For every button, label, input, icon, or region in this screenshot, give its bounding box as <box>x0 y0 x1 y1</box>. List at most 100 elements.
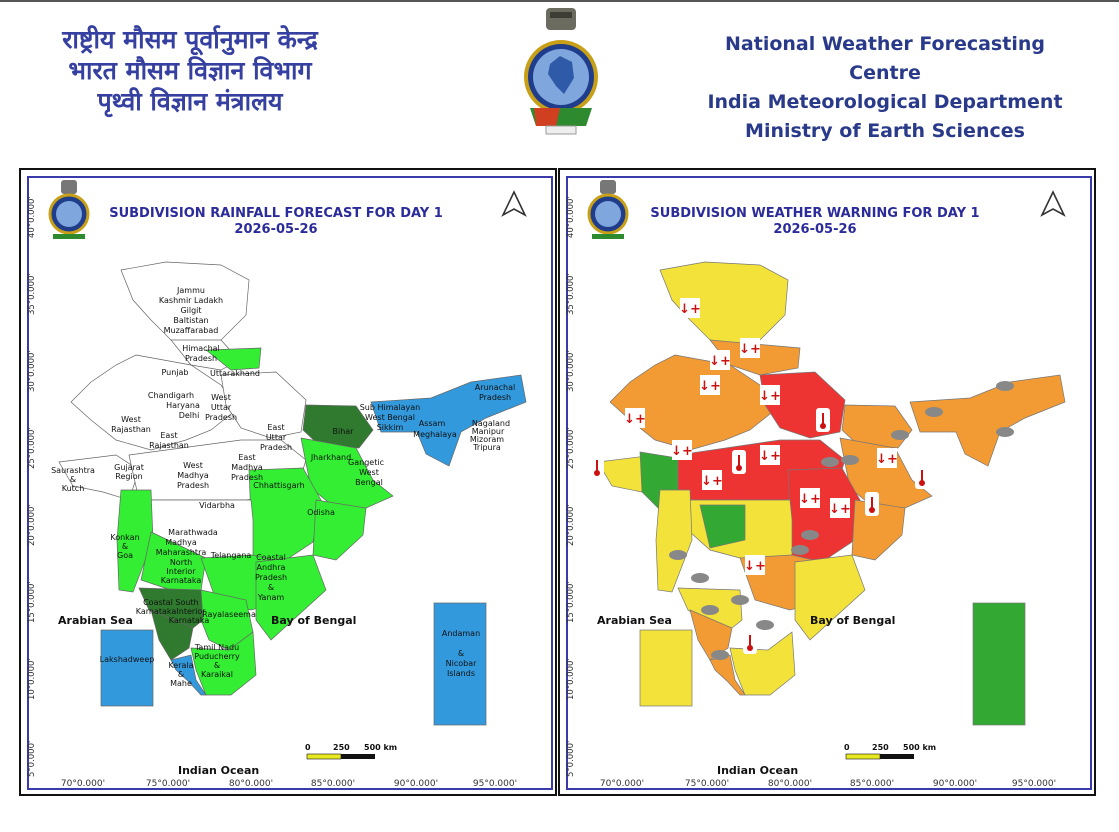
longitude-labels: 70°0.000' 75°0.000' 80°0.000' 85°0.000' … <box>600 779 1056 789</box>
region-label: Telangana <box>210 551 252 560</box>
hindi-line: पृथ्वी विज्ञान मंत्रालय <box>97 87 283 116</box>
region-label: East <box>267 423 284 432</box>
region-label: Madhya <box>231 463 263 472</box>
sea-label: Bay of Bengal <box>271 614 356 627</box>
region-label: Gujarat <box>114 463 144 472</box>
warning-map: SUBDIVISION WEATHER WARNING FOR DAY 1 20… <box>566 176 1092 790</box>
region-label: Uttar <box>211 403 232 412</box>
svg-text:↓+: ↓+ <box>876 452 898 467</box>
warn-region-andhra <box>794 554 866 641</box>
region-label: East <box>160 431 177 440</box>
svg-text:↓+: ↓+ <box>759 449 781 464</box>
region-label: Delhi <box>179 411 200 420</box>
lat-label: 25°0.000' <box>566 427 576 469</box>
scale-label: 0 <box>305 743 311 752</box>
lat-label: 20°0.000' <box>27 504 37 546</box>
region-label: Coastal <box>143 598 173 607</box>
warning-icons: ↓+ ↓+ ↓+ ↓+ ↓+ ↓+ ↓+ ↓+ <box>590 298 1014 660</box>
lon-label: 75°0.000' <box>146 779 190 789</box>
region-label: & <box>70 475 76 484</box>
region-uttarakhand <box>205 347 262 371</box>
region-label: Karnataka <box>136 607 177 616</box>
region-odisha <box>312 499 367 561</box>
longitude-labels: 70°0.000' 75°0.000' 80°0.000' 85°0.000' … <box>61 779 517 789</box>
region-label: Gangetic <box>348 458 384 467</box>
region-label: Kerala <box>168 661 193 670</box>
english-line: India Meteorological Department <box>707 91 1063 113</box>
top-border <box>0 0 1119 2</box>
region-label: & <box>214 661 220 670</box>
region-label: Uttar <box>266 433 287 442</box>
sea-label: Arabian Sea <box>58 614 133 627</box>
region-label: Bengal <box>355 478 383 487</box>
lon-label: 85°0.000' <box>311 779 355 789</box>
region-lakshadweep <box>100 629 154 707</box>
svg-text:↓+: ↓+ <box>744 559 766 574</box>
warn-region-lakshadweep <box>639 629 693 707</box>
hot-day-icon <box>816 408 830 432</box>
heatwave-icon: ↓+ <box>679 298 701 318</box>
emblem-icon <box>48 180 90 239</box>
hindi-line: भारत मौसम विज्ञान विभाग <box>68 56 312 85</box>
sea-label: Indian Ocean <box>717 764 798 777</box>
sea-labels: Arabian Sea Bay of Bengal Indian Ocean <box>597 614 895 777</box>
heatwave-icon: ↓+ <box>744 555 766 575</box>
sea-label: Arabian Sea <box>597 614 672 627</box>
heatwave-icon: ↓+ <box>876 448 898 468</box>
region-label: Pradesh <box>260 443 292 452</box>
hindi-header: राष्ट्रीय मौसम पूर्वानुमान केन्द्र भारत … <box>0 24 380 117</box>
region-label: & <box>268 583 274 592</box>
warn-region-andaman <box>972 602 1026 726</box>
region-label: Himachal <box>182 344 220 353</box>
svg-text:↓+: ↓+ <box>829 502 851 517</box>
map-title: SUBDIVISION RAINFALL FORECAST FOR DAY 1 <box>109 206 443 221</box>
region-label: Chhattisgarh <box>253 481 305 490</box>
emblem-icon <box>587 180 629 239</box>
region-label: Coastal <box>256 553 286 562</box>
region-tamil-nadu <box>190 631 257 696</box>
region-konkan <box>116 489 154 593</box>
warn-region-konkan <box>655 489 693 593</box>
heatwave-icon: ↓+ <box>624 408 646 428</box>
scale-label: 250 <box>872 743 889 752</box>
region-label: Manipur <box>472 427 505 436</box>
region-label: Assam <box>419 419 446 428</box>
lon-label: 90°0.000' <box>933 779 977 789</box>
svg-text:↓+: ↓+ <box>701 474 723 489</box>
region-label: Konkan <box>110 533 139 542</box>
region-label: Pradesh <box>185 354 217 363</box>
heatwave-icon: ↓+ <box>699 375 721 395</box>
region-label: Goa <box>117 551 133 560</box>
lat-label: 20°0.000' <box>566 504 576 546</box>
region-label: Jammu <box>176 286 205 295</box>
lon-label: 80°0.000' <box>768 779 812 789</box>
region-label: South <box>175 598 198 607</box>
lat-label: 10°0.000' <box>27 658 37 700</box>
region-label: Meghalaya <box>413 430 457 439</box>
region-label: Puducherry <box>194 652 240 661</box>
thunderstorm-icon <box>669 381 1014 660</box>
rainfall-forecast-panel: SUBDIVISION RAINFALL FORECAST FOR DAY 1 … <box>19 168 557 796</box>
region-label: Gilgit <box>180 306 201 315</box>
lat-label: 15°0.000' <box>27 581 37 623</box>
lat-label: 35°0.000' <box>566 273 576 315</box>
region-jk <box>120 261 250 349</box>
north-arrow-icon <box>501 190 527 217</box>
region-label: & <box>122 542 128 551</box>
region-label: Sikkim <box>377 423 404 432</box>
region-label: Mahe <box>170 679 192 688</box>
region-label: Madhya <box>165 538 197 547</box>
lon-label: 80°0.000' <box>229 779 273 789</box>
lat-label: 35°0.000' <box>27 273 37 315</box>
subdivision-shapes <box>58 261 527 726</box>
region-bihar <box>302 404 374 449</box>
region-label: West <box>359 468 379 477</box>
region-label: Madhya <box>177 471 209 480</box>
english-header: National Weather Forecasting Centre Indi… <box>690 30 1080 146</box>
region-label: West <box>183 461 203 470</box>
region-kerala <box>170 654 207 696</box>
heatwave-icon: ↓+ <box>709 350 731 370</box>
warn-region-marathwada <box>699 504 746 549</box>
region-label: Baltistan <box>173 316 208 325</box>
region-andaman <box>433 602 487 726</box>
